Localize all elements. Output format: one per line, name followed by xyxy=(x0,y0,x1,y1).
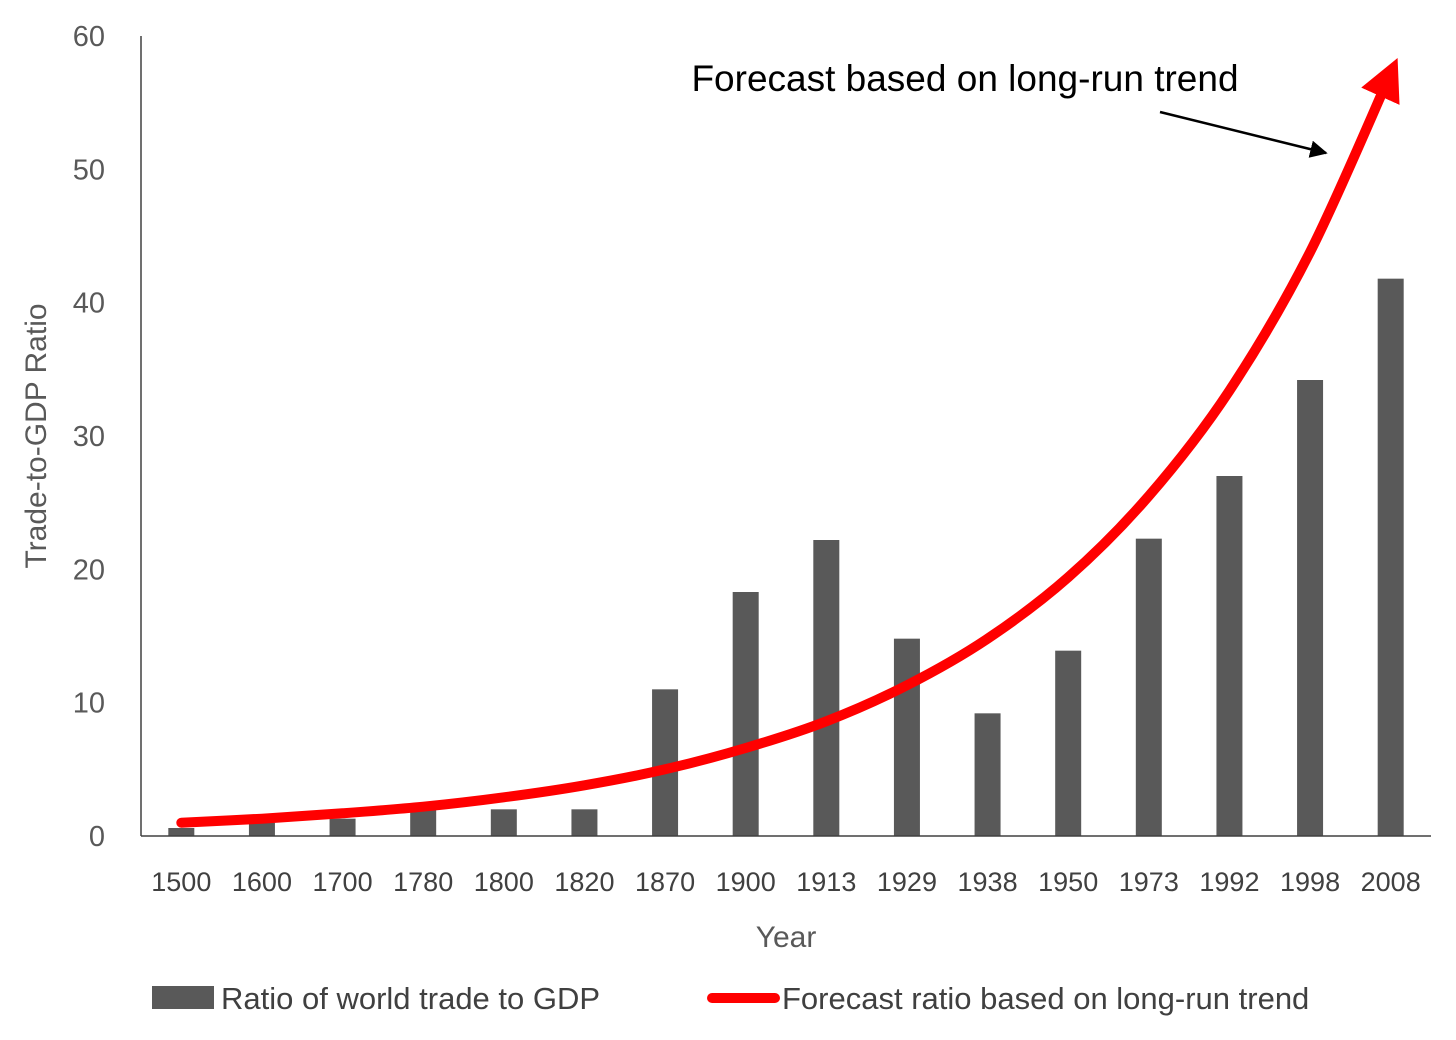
y-tick-label: 20 xyxy=(73,554,105,586)
x-tick-label: 1998 xyxy=(1280,867,1340,897)
y-tick-label: 40 xyxy=(73,288,105,320)
x-tick-label: 1938 xyxy=(958,867,1018,897)
x-tick-label: 1870 xyxy=(635,867,695,897)
legend: Ratio of world trade to GDP Forecast rat… xyxy=(152,981,1309,1016)
bar-1780 xyxy=(410,809,437,836)
bar-1950 xyxy=(1055,650,1082,836)
annotation-arrow xyxy=(1159,110,1328,158)
bar-1600 xyxy=(248,822,275,836)
x-tick-label: 1929 xyxy=(877,867,937,897)
x-tick-label: 1800 xyxy=(474,867,534,897)
bar-1913 xyxy=(813,540,840,836)
x-tick-label: 1820 xyxy=(554,867,614,897)
bar-1800 xyxy=(490,809,517,836)
bar-1938 xyxy=(974,713,1001,836)
x-tick-label: 1500 xyxy=(151,867,211,897)
x-axis-title: Year xyxy=(756,921,817,954)
bar-series xyxy=(168,278,1404,837)
bar-2008 xyxy=(1377,278,1404,837)
y-tick-label: 0 xyxy=(89,821,105,853)
bar-1820 xyxy=(571,809,598,836)
legend-label-bars: Ratio of world trade to GDP xyxy=(221,981,600,1016)
legend-swatch-bars xyxy=(152,986,214,1009)
y-tick-label: 10 xyxy=(73,688,105,720)
y-tick-label: 50 xyxy=(73,154,105,186)
x-tick-label: 1780 xyxy=(393,867,453,897)
x-tick-label: 1900 xyxy=(716,867,776,897)
bar-1500 xyxy=(168,828,195,836)
x-tick-label: 1600 xyxy=(232,867,292,897)
bar-1929 xyxy=(893,638,920,836)
x-tick-label: 2008 xyxy=(1361,867,1421,897)
forecast-trend-line xyxy=(176,57,1400,828)
bar-1992 xyxy=(1216,476,1243,836)
y-tick-label: 60 xyxy=(73,21,105,53)
bar-1973 xyxy=(1135,538,1162,836)
bar-1998 xyxy=(1297,380,1324,836)
x-tick-label: 1913 xyxy=(796,867,856,897)
x-tick-label: 1700 xyxy=(313,867,373,897)
y-axis-title: Trade-to-GDP Ratio xyxy=(20,303,53,568)
y-tick-label: 30 xyxy=(73,421,105,453)
annotation-text: Forecast based on long-run trend xyxy=(691,58,1238,99)
bar-1900 xyxy=(732,592,759,836)
x-tick-label: 1992 xyxy=(1199,867,1259,897)
x-tick-label: 1973 xyxy=(1119,867,1179,897)
y-tick-labels: 0 10 20 30 40 50 60 xyxy=(73,21,105,853)
x-tick-label: 1950 xyxy=(1038,867,1098,897)
legend-label-line: Forecast ratio based on long-run trend xyxy=(782,981,1309,1016)
x-tick-labels: 1500 1600 1700 1780 1800 1820 1870 1900 1913 1929… xyxy=(151,867,1420,897)
bar-1700 xyxy=(329,818,356,836)
